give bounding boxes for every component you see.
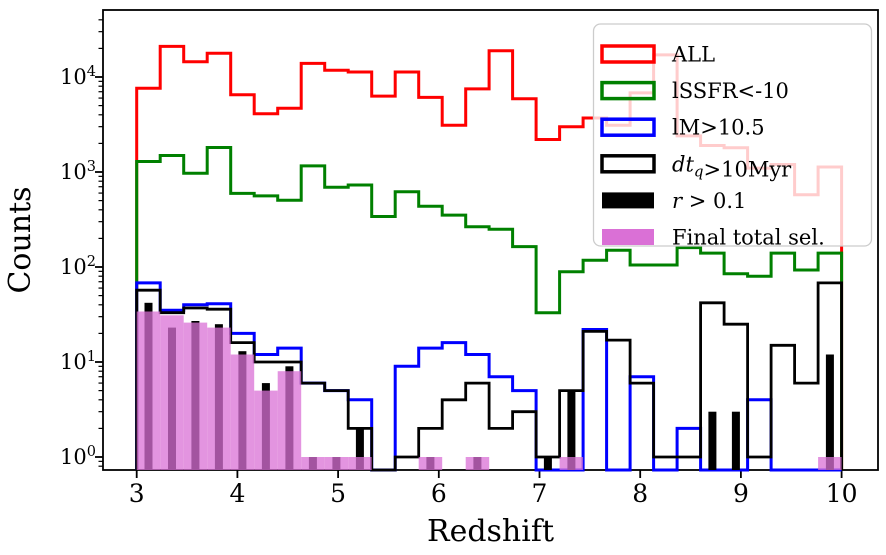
bar	[708, 411, 717, 470]
bar	[324, 457, 349, 470]
bar	[301, 457, 325, 470]
y-tick-label: 101	[60, 349, 96, 374]
x-axis-title: Redshift	[427, 514, 554, 549]
bar	[731, 411, 740, 470]
legend-label: ALL	[671, 43, 715, 67]
bar	[567, 390, 576, 470]
legend-swatch-outline	[600, 44, 656, 64]
y-tick-label: 100	[60, 444, 96, 469]
series-step-lSSFR<-10	[135, 146, 844, 470]
y-tick-label: 102	[60, 254, 96, 279]
legend-label: r > 0.1	[672, 189, 746, 213]
legend-entry: r > 0.1	[602, 189, 746, 213]
bar	[183, 322, 208, 470]
bar	[254, 390, 278, 470]
y-tick-label: 104	[60, 64, 96, 89]
series-bars-Final total sel.	[136, 311, 842, 470]
x-tick-label: 3	[129, 479, 145, 508]
y-tick-label: 103	[60, 159, 96, 184]
legend: ALL lSSFR<-10 lM>10.5 dtq>10Myr r > 0.1 Final…	[592, 23, 873, 250]
legend-label: lSSFR<-10	[672, 79, 789, 103]
legend-swatch-solid	[602, 229, 654, 245]
bar	[348, 457, 372, 470]
bar	[465, 457, 490, 470]
x-tick-label: 7	[532, 479, 548, 508]
legend-swatch-solid	[602, 192, 654, 209]
legend-label: lM>10.5	[672, 116, 765, 140]
bar	[207, 327, 231, 470]
legend-entry: dtq>10Myr	[600, 152, 792, 181]
bar	[355, 428, 364, 470]
legend-entry: Final total sel.	[602, 226, 825, 250]
x-tick-label: 9	[733, 479, 749, 508]
x-tick-label: 6	[431, 479, 447, 508]
legend-label: dtq>10Myr	[672, 152, 792, 181]
legend-entry: lSSFR<-10	[600, 79, 789, 103]
series-step-lM>10.5	[135, 281, 842, 472]
bar	[559, 457, 584, 470]
legend-label: Final total sel.	[672, 226, 825, 250]
y-axis-title: Counts	[3, 186, 38, 293]
bar	[230, 354, 255, 470]
legend-box	[592, 23, 873, 247]
bar	[418, 457, 443, 470]
x-tick-label: 8	[632, 479, 648, 508]
bar	[136, 311, 161, 470]
x-tick-label: 4	[229, 479, 245, 508]
bar	[160, 315, 184, 470]
bar	[277, 371, 302, 470]
legend-entry: lM>10.5	[600, 116, 765, 140]
legend-swatch-outline	[600, 80, 656, 101]
bar	[543, 457, 552, 470]
legend-swatch-outline	[600, 154, 656, 174]
series-step-dt_q>10Myr	[135, 281, 843, 472]
x-tick-label: 10	[826, 479, 858, 508]
x-tick-label: 5	[330, 479, 346, 508]
legend-entry: ALL	[600, 43, 715, 67]
legend-swatch-outline	[600, 117, 656, 137]
bar	[825, 354, 834, 470]
bar	[818, 457, 842, 470]
